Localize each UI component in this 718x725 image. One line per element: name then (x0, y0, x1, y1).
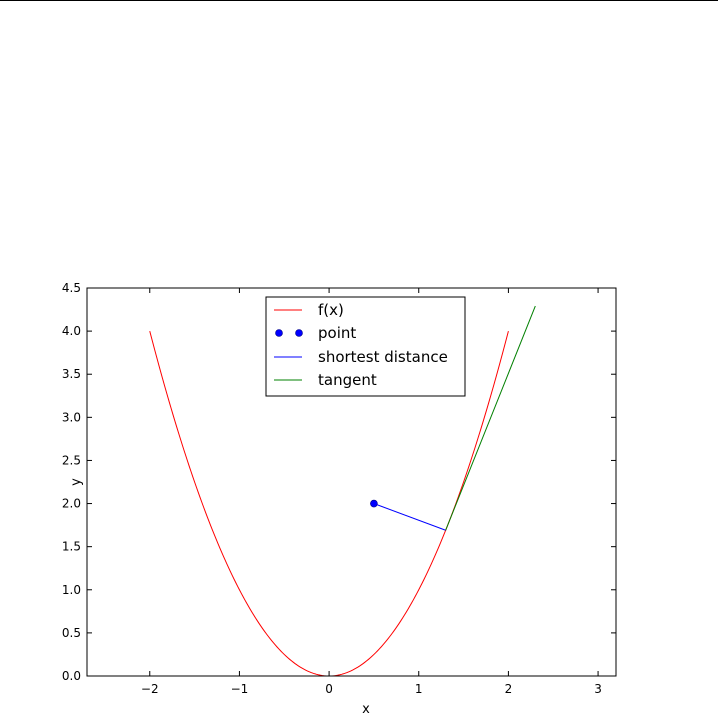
legend-label-distance: shortest distance (318, 348, 448, 366)
y-tick-label: 2.0 (62, 497, 81, 511)
y-tick-label: 3.5 (62, 367, 81, 381)
y-tick-label: 4.5 (62, 281, 81, 295)
legend-label-fx: f(x) (318, 301, 344, 319)
x-tick-label: 3 (594, 682, 602, 696)
x-tick-label: 2 (505, 682, 513, 696)
series-point-marker (370, 499, 378, 508)
y-axis-label: y (69, 478, 84, 486)
legend-swatch-point-a (275, 329, 283, 337)
x-axis-label: x (362, 702, 370, 717)
y-tick-label: 4.0 (62, 324, 81, 338)
legend-label-point: point (318, 324, 356, 342)
x-tick-label: 0 (325, 682, 333, 696)
x-tick-label: 1 (415, 682, 423, 696)
y-tick-label: 0.0 (62, 669, 81, 683)
legend: f(x) point shortest distance tangent (265, 296, 466, 397)
top-rule (0, 0, 718, 1)
y-tick-label: 1.5 (62, 540, 81, 554)
legend-swatch-point-b (295, 329, 303, 337)
series-tangent-line (445, 305, 536, 531)
series-shortest-distance-line (373, 503, 446, 531)
y-tick-label: 3.0 (62, 410, 81, 424)
series-layer (149, 305, 536, 676)
x-tick-label: −2 (141, 682, 159, 696)
x-tick-label: −1 (231, 682, 249, 696)
tick-layer: −2 −1 0 1 2 3 0.0 0.5 1.0 1.5 2.0 2.5 3.0 3.5 4.0 4.5 (62, 281, 616, 696)
legend-label-tangent: tangent (318, 371, 377, 389)
y-tick-label: 0.5 (62, 626, 81, 640)
y-tick-label: 1.0 (62, 583, 81, 597)
plot-frame (86, 287, 617, 677)
y-tick-label: 2.5 (62, 453, 81, 467)
